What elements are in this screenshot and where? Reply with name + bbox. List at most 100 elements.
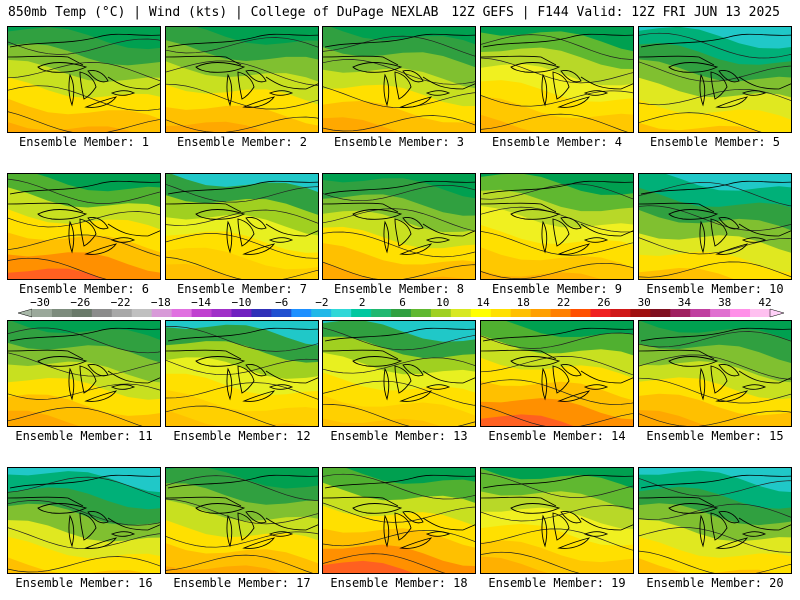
ensemble-member-label: Ensemble Member: 2 bbox=[176, 135, 308, 149]
colorbar-swatch bbox=[271, 309, 292, 317]
great-lakes-outline bbox=[195, 503, 246, 514]
great-lakes-outline bbox=[79, 71, 97, 100]
height-contour-line bbox=[8, 476, 160, 498]
great-lakes-outline bbox=[394, 71, 412, 100]
colorbar-tick-label: −26 bbox=[70, 296, 90, 309]
great-lakes-outline bbox=[226, 367, 233, 401]
political-border-line bbox=[482, 474, 633, 489]
political-border-line bbox=[481, 202, 557, 213]
great-lakes-outline bbox=[84, 96, 118, 108]
great-lakes-outline bbox=[741, 90, 767, 96]
temperature-field-map bbox=[639, 468, 791, 573]
great-lakes-outline bbox=[425, 384, 451, 390]
height-contour-line bbox=[8, 211, 160, 228]
great-lakes-outline bbox=[68, 220, 75, 254]
height-contour-line bbox=[166, 37, 318, 54]
political-border-line bbox=[482, 33, 633, 48]
political-border-line bbox=[738, 223, 791, 237]
colorbar-swatch bbox=[291, 309, 312, 317]
political-border-line bbox=[640, 180, 791, 195]
great-lakes-outline bbox=[552, 71, 570, 100]
colorbar-tick-label: −10 bbox=[231, 296, 251, 309]
ensemble-member-map bbox=[165, 320, 319, 427]
height-contour-line bbox=[8, 257, 107, 279]
colorbar-tick-label: −14 bbox=[191, 296, 211, 309]
great-lakes-outline bbox=[195, 209, 246, 220]
great-lakes-outline bbox=[87, 70, 109, 83]
height-contour-line bbox=[166, 358, 318, 376]
political-border-line bbox=[481, 55, 557, 66]
great-lakes-outline bbox=[383, 367, 390, 401]
great-lakes-outline bbox=[226, 514, 233, 548]
political-border-line bbox=[422, 370, 475, 384]
height-contour-line bbox=[481, 183, 633, 200]
great-lakes-outline bbox=[560, 70, 582, 83]
ensemble-member-label: Ensemble Member: 11 bbox=[15, 429, 153, 443]
political-border-line bbox=[9, 180, 160, 195]
great-lakes-outline bbox=[510, 356, 561, 367]
temperature-fill-band bbox=[323, 117, 398, 132]
colorbar-swatch bbox=[211, 309, 232, 317]
great-lakes-outline bbox=[383, 514, 390, 548]
temperature-fill-band bbox=[323, 395, 475, 426]
colorbar-swatch bbox=[91, 309, 113, 317]
political-border-line bbox=[167, 474, 318, 489]
height-contour-line bbox=[481, 262, 633, 279]
great-lakes-outline bbox=[352, 356, 403, 367]
great-lakes-outline bbox=[68, 73, 75, 107]
height-contour-line bbox=[8, 234, 160, 257]
great-lakes-outline bbox=[383, 73, 390, 107]
great-lakes-outline bbox=[583, 237, 609, 243]
ensemble-member-map bbox=[7, 320, 161, 427]
great-lakes-outline bbox=[510, 62, 561, 73]
colorbar-tick-label: −6 bbox=[275, 296, 288, 309]
height-contour-line bbox=[639, 61, 791, 82]
political-border-line bbox=[639, 496, 715, 507]
political-border-line bbox=[580, 370, 633, 384]
temperature-colorbar: −30 −26 −22 −18 −14 −10 −6 −2 2 6 10 14 18 22 26 30 34 38… bbox=[17, 296, 785, 318]
temperature-fill-band bbox=[481, 267, 601, 279]
political-border-line bbox=[640, 33, 791, 48]
political-border-line bbox=[324, 474, 475, 489]
height-contour-line bbox=[639, 88, 791, 106]
great-lakes-outline bbox=[402, 511, 424, 524]
great-lakes-outline bbox=[552, 218, 570, 247]
colorbar-swatch bbox=[71, 309, 93, 317]
colorbar-swatch bbox=[111, 309, 133, 317]
great-lakes-outline bbox=[699, 220, 706, 254]
height-contour-line bbox=[639, 527, 791, 553]
height-contour-line bbox=[481, 405, 633, 426]
political-border-line bbox=[166, 202, 242, 213]
colorbar-swatch bbox=[430, 309, 452, 317]
ensemble-member-label: Ensemble Member: 5 bbox=[649, 135, 781, 149]
ensemble-member-map bbox=[165, 26, 319, 133]
colorbar-swatch bbox=[351, 309, 372, 317]
ensemble-member-label: Ensemble Member: 3 bbox=[333, 135, 465, 149]
great-lakes-outline bbox=[394, 365, 412, 394]
height-contour-line bbox=[481, 332, 633, 349]
height-contour-line bbox=[8, 38, 160, 55]
political-border-line bbox=[8, 496, 84, 507]
political-border-line bbox=[323, 202, 399, 213]
height-contour-line bbox=[639, 205, 791, 231]
political-border-line bbox=[265, 223, 318, 237]
temperature-fill-band bbox=[8, 98, 160, 132]
great-lakes-outline bbox=[741, 384, 767, 390]
height-contour-line bbox=[323, 357, 475, 374]
great-lakes-outline bbox=[541, 220, 548, 254]
colorbar-swatch bbox=[610, 309, 631, 317]
ensemble-member-map bbox=[322, 26, 476, 133]
height-contour-line bbox=[323, 59, 475, 85]
colorbar-swatch bbox=[670, 309, 691, 317]
political-border-line bbox=[167, 33, 318, 48]
temperature-field-map bbox=[323, 468, 475, 573]
height-contour-line bbox=[639, 112, 762, 132]
political-border-line bbox=[639, 55, 715, 66]
height-contour-line bbox=[166, 405, 277, 426]
great-lakes-outline bbox=[718, 364, 740, 377]
ensemble-member-label: Ensemble Member: 18 bbox=[330, 576, 468, 590]
great-lakes-outline bbox=[37, 356, 88, 367]
colorbar-tick-label: 42 bbox=[758, 296, 771, 309]
great-lakes-outline bbox=[87, 511, 109, 524]
colorbar-swatch bbox=[131, 309, 152, 317]
